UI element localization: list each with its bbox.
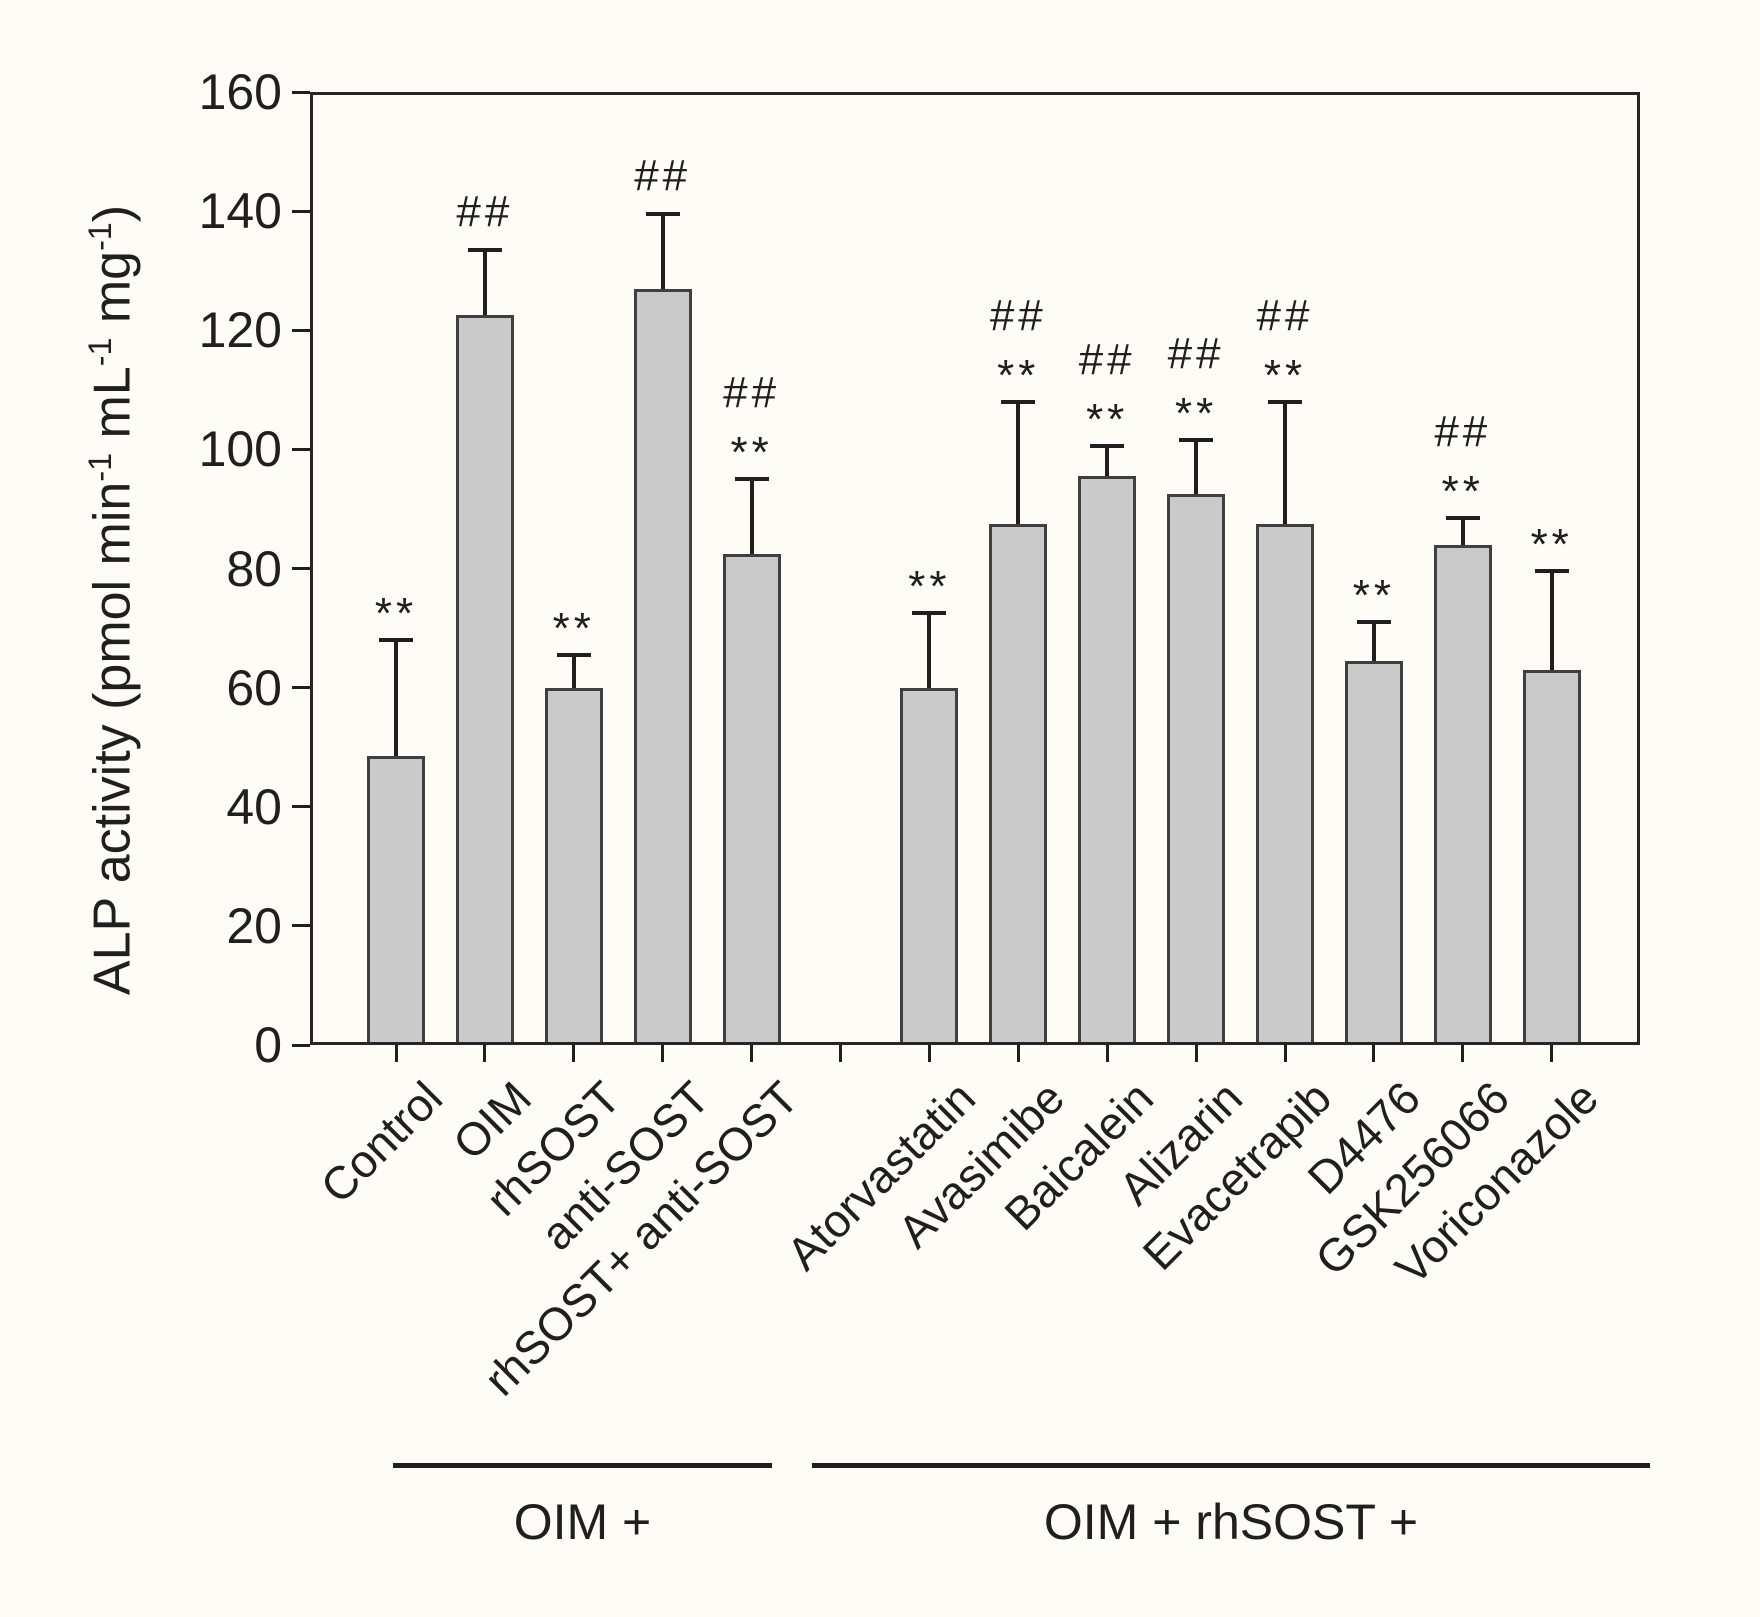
error-bar-line xyxy=(1460,517,1465,545)
error-bar-cap xyxy=(1356,620,1391,625)
y-tick-label: 160 xyxy=(198,64,282,120)
x-tick xyxy=(1372,1045,1376,1062)
error-bar-line xyxy=(1016,401,1021,524)
x-tick xyxy=(750,1045,754,1062)
y-tick xyxy=(292,924,310,928)
group-label: OIM + rhSOST + xyxy=(1043,1494,1419,1550)
significance-mark: ** xyxy=(1086,395,1129,445)
significance-mark: ** xyxy=(1441,466,1484,516)
significance-mark: ** xyxy=(997,350,1040,400)
error-bar-cap xyxy=(1534,569,1569,574)
x-tick xyxy=(1283,1045,1287,1062)
error-bar-cap xyxy=(734,477,769,482)
bar xyxy=(1256,523,1314,1042)
y-tick xyxy=(292,209,310,213)
significance-mark: ** xyxy=(374,588,418,638)
y-tick-label: 100 xyxy=(198,421,282,478)
error-bar-line xyxy=(660,214,665,289)
significance-mark: ** xyxy=(1352,571,1396,621)
y-tick xyxy=(292,328,310,332)
x-tick xyxy=(394,1045,398,1062)
significance-mark: ** xyxy=(1530,520,1573,570)
y-tick-label: 60 xyxy=(226,659,282,716)
error-bar-line xyxy=(394,639,398,757)
significance-mark: ## xyxy=(1256,290,1314,340)
significance-mark: ## xyxy=(1078,335,1136,385)
bar xyxy=(722,553,781,1042)
x-tick xyxy=(1461,1045,1465,1062)
x-tick xyxy=(927,1045,931,1062)
error-bar-cap xyxy=(1268,399,1302,404)
error-bar-cap xyxy=(379,637,413,642)
error-bar-cap xyxy=(1445,515,1480,520)
y-tick xyxy=(292,1043,310,1047)
significance-mark: ** xyxy=(552,603,595,653)
significance-mark: ## xyxy=(723,368,781,418)
bar xyxy=(1522,669,1581,1042)
x-tick xyxy=(483,1045,487,1062)
error-bar-line xyxy=(749,479,754,554)
plot-area xyxy=(310,92,1640,1045)
bar xyxy=(989,523,1048,1042)
significance-mark: ** xyxy=(908,562,951,612)
bar xyxy=(633,288,692,1042)
significance-mark: ## xyxy=(456,186,514,236)
bar xyxy=(544,687,603,1042)
error-bar-cap xyxy=(556,652,591,657)
significance-mark: ## xyxy=(1434,406,1492,456)
y-tick xyxy=(292,90,310,94)
y-tick xyxy=(292,686,310,690)
y-tick xyxy=(292,567,310,570)
error-bar-line xyxy=(1371,622,1376,661)
error-bar-cap xyxy=(912,611,947,616)
group-line xyxy=(812,1463,1650,1468)
x-tick xyxy=(661,1045,665,1062)
group-label: OIM + xyxy=(513,1494,652,1550)
error-bar-line xyxy=(482,249,487,316)
y-axis-title-part: -1 xyxy=(82,337,118,367)
error-bar-cap xyxy=(1090,444,1125,449)
error-bar-cap xyxy=(1179,438,1214,443)
bar xyxy=(900,687,959,1042)
error-bar-line xyxy=(1283,401,1287,524)
x-tick xyxy=(1194,1045,1198,1062)
y-tick-label: 120 xyxy=(198,302,282,359)
x-tick xyxy=(1016,1045,1020,1062)
y-tick xyxy=(292,447,310,451)
error-bar-cap xyxy=(467,247,502,252)
y-tick-label: 0 xyxy=(254,1017,282,1073)
significance-mark: ** xyxy=(730,428,773,478)
significance-mark: ## xyxy=(989,290,1047,340)
significance-mark: ** xyxy=(1263,350,1307,400)
x-tick xyxy=(572,1045,576,1062)
x-tick xyxy=(1105,1045,1109,1062)
bar xyxy=(455,315,514,1042)
y-tick-label: 80 xyxy=(226,540,282,597)
error-bar-cap xyxy=(645,212,680,217)
y-tick-label: 20 xyxy=(226,897,282,954)
error-bar-line xyxy=(1194,440,1199,495)
y-tick xyxy=(292,805,310,809)
error-bar-line xyxy=(571,654,576,688)
y-tick-label: 140 xyxy=(198,183,282,240)
error-bar-line xyxy=(1549,571,1554,670)
error-bar-line xyxy=(927,613,932,688)
y-tick-label: 40 xyxy=(226,778,282,835)
bar xyxy=(367,756,425,1042)
y-axis-title-part: -1 xyxy=(82,222,118,251)
y-axis-title-part: -1 xyxy=(82,452,118,482)
significance-mark: ## xyxy=(634,151,692,201)
significance-mark: ** xyxy=(1174,389,1218,439)
bar xyxy=(1078,476,1137,1042)
error-bar-cap xyxy=(1001,399,1036,404)
group-line xyxy=(393,1463,772,1468)
error-bar-line xyxy=(1105,446,1110,477)
significance-mark: ## xyxy=(1167,329,1225,379)
bar xyxy=(1167,494,1226,1042)
x-tick xyxy=(1550,1045,1554,1062)
bar xyxy=(1433,544,1492,1042)
bar xyxy=(1344,660,1403,1042)
x-tick xyxy=(839,1045,842,1062)
